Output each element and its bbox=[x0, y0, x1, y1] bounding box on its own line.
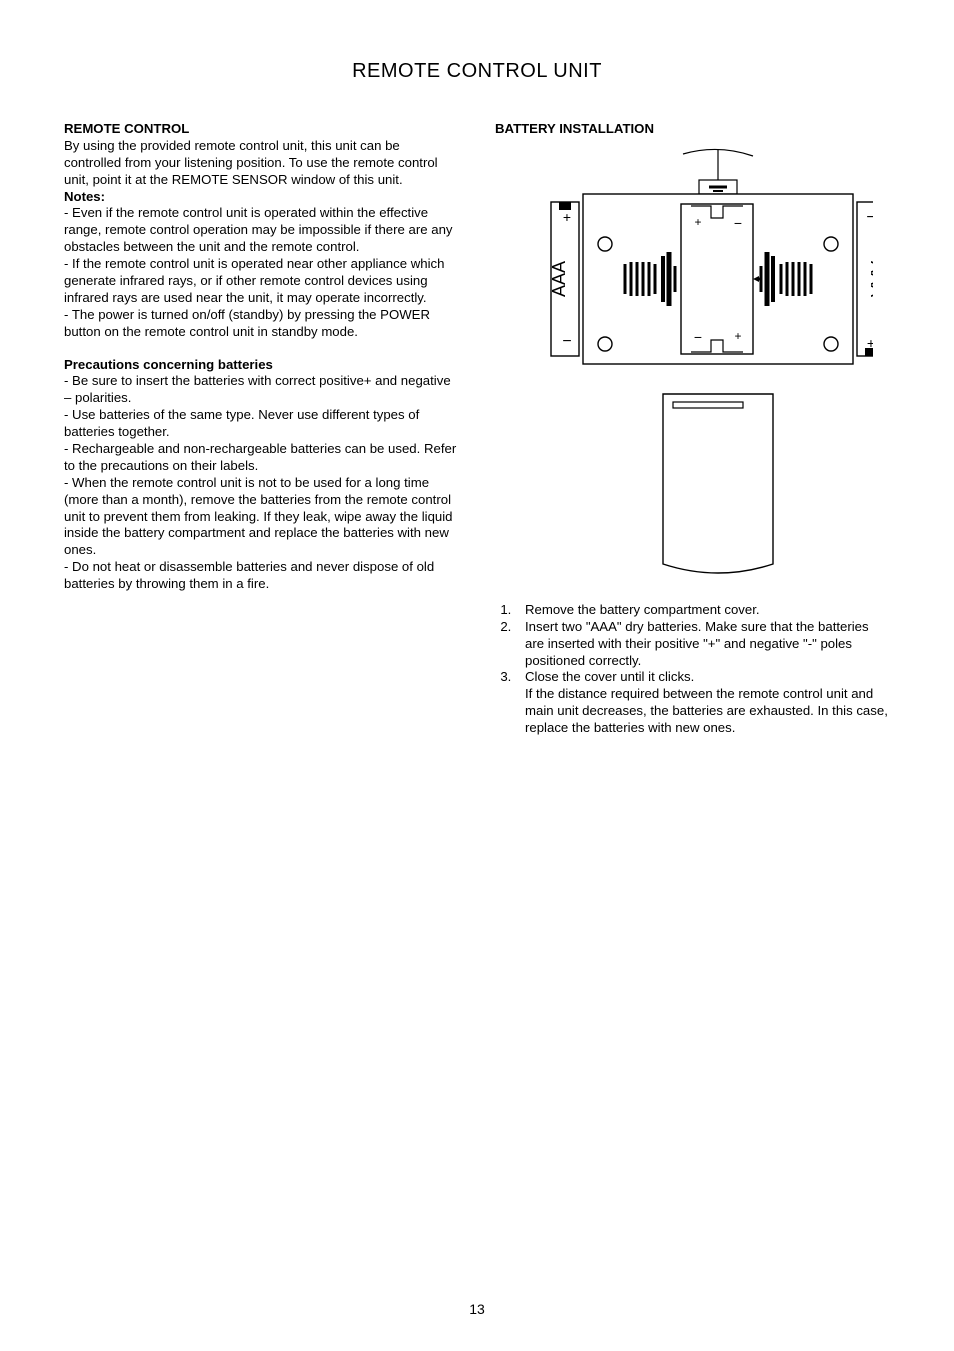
note-2: - If the remote control unit is operated… bbox=[64, 256, 459, 307]
precaution-4: - When the remote control unit is not to… bbox=[64, 475, 459, 559]
battery-diagram-svg: + AAA − − AAA + bbox=[513, 144, 873, 584]
remote-control-heading: REMOTE CONTROL bbox=[64, 121, 459, 138]
left-aaa-label: + AAA − bbox=[549, 202, 579, 356]
step-1-text: Remove the battery compartment cover. bbox=[525, 602, 760, 617]
installation-steps: Remove the battery compartment cover. In… bbox=[515, 602, 890, 737]
step-3-extra: If the distance required between the rem… bbox=[525, 686, 890, 737]
svg-text:+: + bbox=[694, 215, 701, 229]
svg-text:+: + bbox=[734, 329, 741, 343]
precaution-3: - Rechargeable and non-rechargeable batt… bbox=[64, 441, 459, 475]
battery-diagram: + AAA − − AAA + bbox=[495, 144, 890, 584]
page-title: REMOTE CONTROL UNIT bbox=[64, 60, 890, 83]
precaution-5: - Do not heat or disassemble batteries a… bbox=[64, 559, 459, 593]
left-column: REMOTE CONTROL By using the provided rem… bbox=[64, 121, 459, 737]
note-1: - Even if the remote control unit is ope… bbox=[64, 205, 459, 256]
content-columns: REMOTE CONTROL By using the provided rem… bbox=[64, 121, 890, 737]
step-2: Insert two "AAA" dry batteries. Make sur… bbox=[515, 619, 890, 670]
svg-text:+: + bbox=[866, 335, 872, 351]
svg-text:−: − bbox=[866, 209, 873, 226]
remote-control-intro: By using the provided remote control uni… bbox=[64, 138, 459, 189]
svg-text:−: − bbox=[562, 333, 571, 350]
page-number: 13 bbox=[0, 1301, 954, 1317]
svg-text:−: − bbox=[733, 215, 741, 231]
svg-text:−: − bbox=[693, 329, 701, 345]
right-column: BATTERY INSTALLATION bbox=[495, 121, 890, 737]
right-aaa-label: − AAA + bbox=[857, 202, 873, 356]
battery-cover-icon bbox=[663, 394, 773, 573]
svg-text:AAA: AAA bbox=[549, 261, 569, 297]
note-3: - The power is turned on/off (standby) b… bbox=[64, 307, 459, 341]
precaution-1: - Be sure to insert the batteries with c… bbox=[64, 373, 459, 407]
step-3-text: Close the cover until it clicks. bbox=[525, 669, 694, 684]
step-3: Close the cover until it clicks. If the … bbox=[515, 669, 890, 737]
step-2-text: Insert two "AAA" dry batteries. Make sur… bbox=[525, 619, 869, 668]
step-1: Remove the battery compartment cover. bbox=[515, 602, 890, 619]
notes-label: Notes: bbox=[64, 189, 459, 206]
svg-text:AAA: AAA bbox=[867, 261, 873, 297]
precaution-2: - Use batteries of the same type. Never … bbox=[64, 407, 459, 441]
battery-installation-heading: BATTERY INSTALLATION bbox=[495, 121, 890, 138]
svg-text:+: + bbox=[562, 209, 570, 225]
precautions-heading: Precautions concerning batteries bbox=[64, 357, 459, 374]
